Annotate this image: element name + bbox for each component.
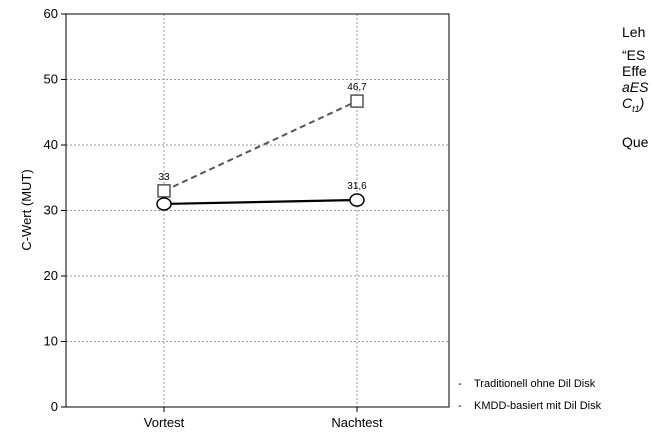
legend-swatch-dashed: - bbox=[458, 378, 462, 390]
y-tick-label: 40 bbox=[44, 137, 58, 152]
y-tick-label: 10 bbox=[44, 334, 58, 349]
y-tick-label: 50 bbox=[44, 72, 58, 87]
legend-item-kmdd: - KMDD-basiert mit Dil Disk bbox=[458, 400, 601, 412]
side-text-5-sub: t1 bbox=[632, 103, 640, 114]
y-tick-label: 20 bbox=[44, 268, 58, 283]
side-text-4: aES bbox=[622, 79, 649, 95]
side-text-1: Leh bbox=[622, 24, 646, 40]
side-text-5: Ct1) bbox=[622, 95, 644, 117]
data-point-circle bbox=[156, 197, 172, 211]
data-point-circle bbox=[349, 193, 365, 207]
y-tick-label: 30 bbox=[44, 203, 58, 218]
data-label: 46,7 bbox=[347, 82, 367, 93]
data-label: 31,6 bbox=[347, 181, 367, 192]
side-text-5-main: C bbox=[622, 95, 633, 111]
legend-swatch-solid: - bbox=[458, 400, 462, 412]
y-tick-label: 60 bbox=[44, 6, 58, 21]
series-line-1 bbox=[163, 198, 358, 206]
data-point-square bbox=[157, 184, 171, 198]
x-tick-label: Nachtest bbox=[331, 415, 383, 430]
side-text-2: “ES bbox=[622, 47, 646, 63]
series-line-0 bbox=[163, 100, 358, 192]
side-text-3: Effe bbox=[622, 63, 647, 79]
data-label: 33 bbox=[158, 172, 170, 183]
data-point-square bbox=[350, 94, 364, 108]
y-axis: 0 10 20 30 40 50 60 bbox=[44, 6, 66, 414]
grid-lines bbox=[66, 14, 449, 407]
series-group: 33 46,7 31,6 bbox=[156, 82, 367, 211]
x-tick-label: Vortest bbox=[144, 415, 185, 430]
side-text-6: Que bbox=[622, 134, 649, 150]
y-axis-label: C-Wert (MUT) bbox=[19, 169, 34, 250]
legend-label-kmdd: KMDD-basiert mit Dil Disk bbox=[474, 400, 602, 412]
side-text-5-tail: ) bbox=[639, 95, 645, 111]
legend-label-traditionell: Traditionell ohne Dil Disk bbox=[474, 378, 596, 390]
x-axis: Vortest Nachtest bbox=[144, 407, 383, 430]
y-tick-label: 0 bbox=[51, 399, 58, 414]
legend-item-traditionell: - Traditionell ohne Dil Disk bbox=[458, 378, 595, 390]
